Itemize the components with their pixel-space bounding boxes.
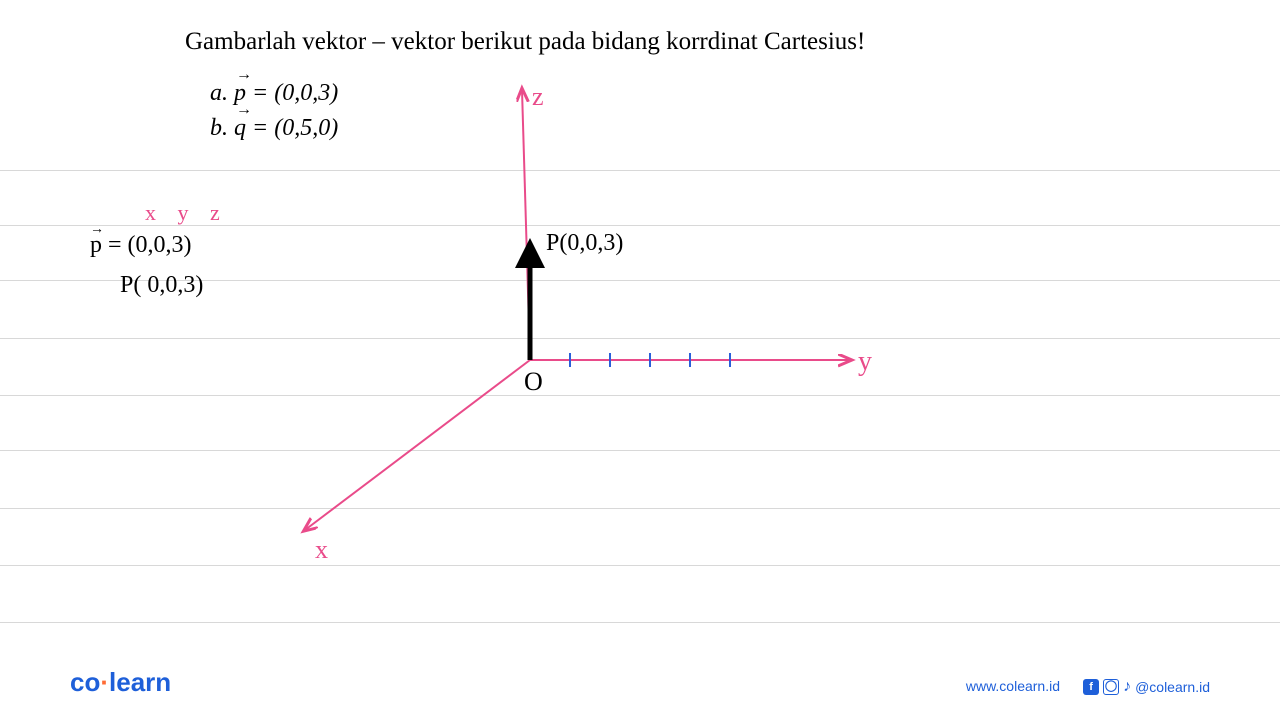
colearn-logo: co·learn (70, 667, 171, 698)
svg-text:z: z (532, 82, 544, 111)
website-url: www.colearn.id (966, 678, 1060, 694)
svg-text:y: y (858, 346, 872, 377)
social-handle: f ◯ ♪ @colearn.id (1083, 678, 1210, 696)
tiktok-icon: ♪ (1123, 678, 1131, 696)
footer: co·learn www.colearn.id f ◯ ♪ @colearn.i… (0, 668, 1280, 698)
instagram-icon: ◯ (1103, 679, 1119, 695)
svg-text:x: x (315, 535, 328, 564)
svg-text:O: O (524, 367, 543, 396)
coordinate-graph: z y x O (0, 0, 1280, 720)
facebook-icon: f (1083, 679, 1099, 695)
